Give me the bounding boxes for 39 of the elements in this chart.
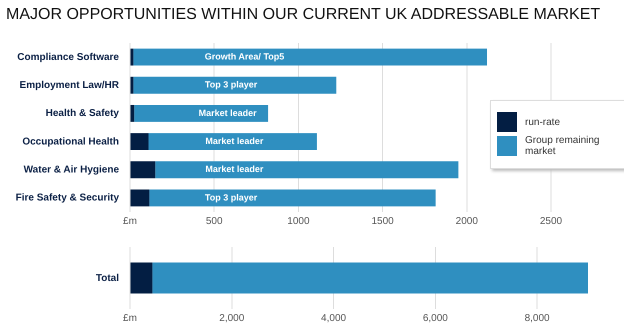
bar: [148, 133, 317, 150]
y-tick-label: Health & Safety: [46, 108, 120, 120]
y-tick-label: Fire Safety & Security: [16, 192, 120, 204]
bar: [130, 133, 149, 150]
y-tick-label: Compliance Software: [17, 52, 120, 63]
annotation: Market leader: [198, 108, 258, 118]
x-tick-label: 6,000: [422, 312, 448, 324]
x-tick-label: 2,000: [219, 312, 245, 324]
x-tick-label: 2000: [456, 216, 478, 227]
x-tick-label: 1500: [371, 216, 394, 227]
bar: [149, 189, 436, 206]
bar: [130, 104, 134, 122]
bar: [133, 48, 488, 66]
legend-label: run-rate: [525, 116, 560, 128]
bar: [130, 161, 156, 178]
annotation: Growth Area/ Top5: [204, 52, 284, 62]
legend-label: Group remaining market: [525, 135, 600, 157]
annotation: Market leader: [205, 164, 264, 174]
bar: [134, 104, 268, 122]
x-tick-label: 500: [206, 216, 223, 227]
bar: [155, 161, 458, 178]
x-tick-label: 4,000: [321, 312, 347, 324]
bar: [130, 76, 134, 94]
y-tick-label: Total: [96, 272, 120, 284]
bar: [130, 189, 150, 206]
annotation: Top 3 player: [204, 192, 258, 202]
y-tick-label: Employment Law/HR: [20, 80, 120, 91]
chart-title: MAJOR OPPORTUNITIES WITHIN OUR CURRENT UK ADDRESSABLE MARKET: [6, 6, 600, 24]
x-tick-label: 1000: [287, 216, 310, 227]
bar: [133, 76, 336, 94]
x-tick-label: 2500: [540, 216, 563, 227]
x-tick-label: £m: [123, 216, 137, 227]
x-tick-label: £m: [123, 312, 137, 324]
annotation: Top 3 player: [204, 80, 258, 90]
y-tick-label: Occupational Health: [22, 136, 119, 148]
x-tick-label: 8,000: [524, 312, 550, 324]
y-tick-label: Water & Air Hygiene: [24, 164, 120, 176]
annotation: Market leader: [205, 136, 264, 146]
bar: [130, 48, 134, 66]
